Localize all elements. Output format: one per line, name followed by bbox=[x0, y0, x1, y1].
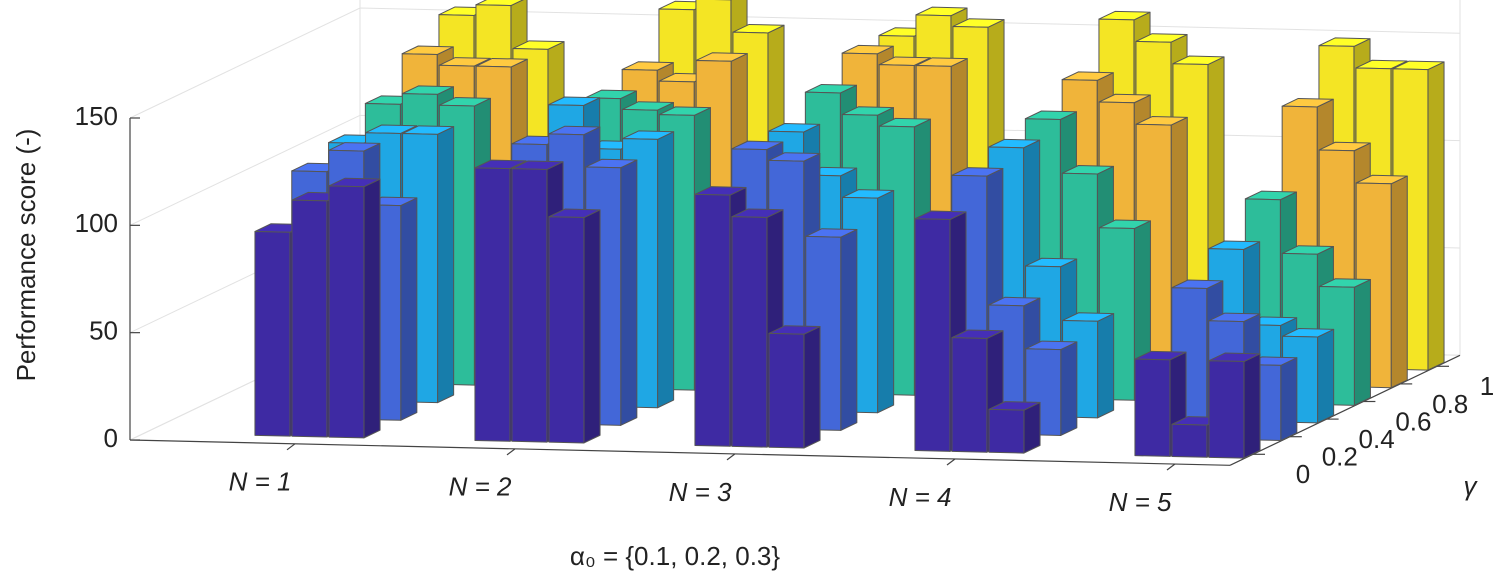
bar-front bbox=[988, 408, 1025, 454]
y-tick-label: 0 bbox=[104, 423, 118, 453]
y-axis-label: Performance score (-) bbox=[11, 129, 41, 382]
bar-front bbox=[328, 185, 365, 439]
bar-front bbox=[914, 218, 951, 452]
bar-front bbox=[474, 167, 511, 442]
bar bbox=[328, 177, 381, 439]
x-tick bbox=[1166, 463, 1176, 471]
x-tick-label: N = 2 bbox=[449, 472, 512, 502]
x-tick-label: N = 5 bbox=[1109, 487, 1172, 517]
depth-tick-label: 0.2 bbox=[1322, 442, 1358, 472]
bar-side bbox=[657, 131, 675, 409]
bar-side bbox=[1317, 328, 1335, 424]
y-tick-label: 100 bbox=[75, 208, 118, 238]
x-tick-label: N = 4 bbox=[889, 482, 952, 512]
bar-side bbox=[1280, 357, 1298, 442]
bar bbox=[1208, 352, 1261, 459]
bar-side bbox=[1060, 341, 1078, 436]
bar-front bbox=[254, 230, 291, 437]
y-tick-label: 50 bbox=[89, 316, 118, 346]
bar-side bbox=[1427, 61, 1445, 371]
depth-axis-label: γ bbox=[1464, 471, 1479, 501]
y-tick-label: 150 bbox=[75, 101, 118, 131]
x-tick bbox=[286, 443, 296, 451]
bar-front bbox=[511, 168, 548, 443]
bar-side bbox=[583, 209, 601, 444]
bar-front bbox=[291, 199, 328, 438]
bar-front bbox=[1171, 423, 1208, 458]
depth-tick-label: 0 bbox=[1296, 459, 1310, 489]
depth-tick-label: 0.6 bbox=[1395, 406, 1431, 436]
bar-side bbox=[620, 159, 638, 426]
bar-side bbox=[1097, 313, 1115, 419]
x-axis-label: α₀ = {0.1, 0.2, 0.3} bbox=[570, 541, 780, 571]
bar-front bbox=[548, 216, 585, 444]
x-tick bbox=[946, 458, 956, 466]
bar bbox=[768, 325, 821, 449]
bar-side bbox=[1353, 279, 1371, 406]
bar-front bbox=[694, 193, 731, 447]
bar-side bbox=[1023, 401, 1041, 454]
bar-side bbox=[1390, 175, 1408, 389]
x-axis bbox=[129, 439, 1231, 466]
bar-side bbox=[1243, 353, 1261, 459]
bar-side bbox=[877, 189, 895, 414]
depth-tick-label: 1 bbox=[1480, 371, 1494, 401]
bar-side bbox=[363, 178, 381, 439]
bar-front bbox=[1134, 358, 1171, 457]
bar bbox=[805, 228, 858, 431]
x-tick bbox=[726, 453, 736, 461]
bar-front bbox=[731, 216, 768, 448]
x-tick-label: N = 3 bbox=[669, 477, 732, 507]
x-tick bbox=[506, 448, 516, 456]
x-tick-label: N = 1 bbox=[229, 467, 292, 497]
bar-side bbox=[437, 126, 455, 404]
bar bbox=[548, 208, 601, 444]
depth-tick-label: 0.4 bbox=[1359, 424, 1395, 454]
grid-line bbox=[129, 7, 1461, 119]
bar-front bbox=[951, 337, 988, 453]
bar-side bbox=[840, 229, 858, 431]
bar-front bbox=[768, 332, 805, 449]
bar-side bbox=[803, 326, 821, 449]
bar bbox=[988, 401, 1041, 454]
bar-front bbox=[1208, 360, 1245, 459]
depth-tick-label: 0.8 bbox=[1432, 389, 1468, 419]
bar-side bbox=[400, 197, 418, 421]
depth-axis bbox=[1229, 354, 1461, 466]
